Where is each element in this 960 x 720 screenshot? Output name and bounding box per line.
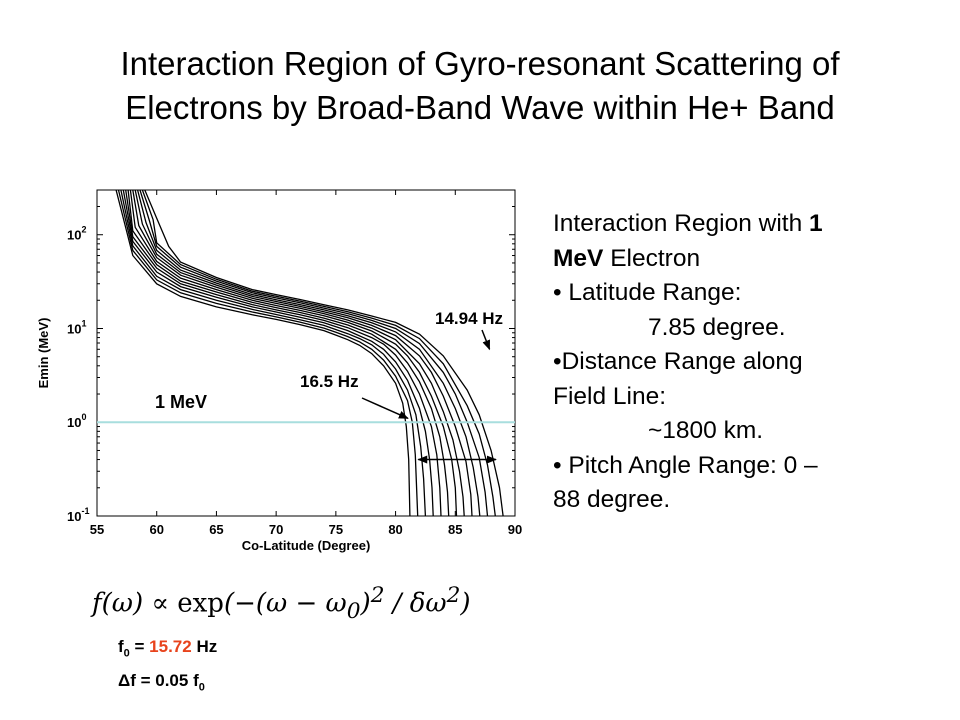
emin-curve-10 [136, 190, 481, 516]
emin-curve-2 [117, 190, 419, 516]
annotation-14-94hz: 14.94 Hz [435, 309, 503, 328]
bandwidth: Δf = 0.05 f0 [118, 671, 205, 694]
chart-annotations: 1 MeV 14.94 Hz 16.5 Hz [97, 309, 515, 464]
emin-curve-9 [134, 190, 473, 516]
emin-curve-8 [132, 190, 465, 516]
title-line-1: Interaction Region of Gyro-resonant Scat… [120, 45, 840, 82]
title-line-2: Electrons by Broad-Band Wave within He+ … [125, 89, 835, 126]
emin-curve-4 [122, 190, 434, 516]
x-tick-label: 65 [209, 522, 223, 537]
emin-curve-7 [129, 190, 458, 516]
plot-frame: 55 60 65 70 75 80 85 90 10-1 100 101 102 Co-Latitude… [36, 189, 522, 553]
interaction-summary: Interaction Region with 1 MeV Electron •… [553, 207, 923, 518]
y-tick-label: 100 [67, 412, 86, 430]
x-tick-label: 55 [90, 522, 104, 537]
y-axis-label: Emin (MeV) [36, 318, 51, 389]
annotation-arrow-14-94hz [481, 329, 491, 351]
center-frequency: f0 = 15.72 Hz [118, 637, 218, 660]
slide-title: Interaction Region of Gyro-resonant Scat… [0, 42, 960, 130]
x-tick-label: 90 [508, 522, 522, 537]
distance-range-value: ~1800 km. [648, 417, 764, 444]
y-tick-label: 102 [67, 225, 86, 243]
spectrum-formula: f(ω) ∝ exp(−(ω − ω0)2 / δω2) [92, 583, 471, 624]
emin-curve-11 [139, 190, 489, 516]
emin-curve-1 [115, 190, 411, 516]
emin-curve-3 [120, 190, 427, 516]
x-tick-label: 80 [388, 522, 402, 537]
emin-curve-12 [141, 190, 496, 516]
emin-curves [115, 190, 504, 516]
latitude-range-value: 7.85 degree. [648, 313, 786, 341]
annotation-arrow-16-5hz [361, 397, 409, 420]
x-tick-label: 85 [448, 522, 462, 537]
annotation-16-5hz: 16.5 Hz [300, 372, 359, 391]
x-tick-label: 60 [149, 522, 163, 537]
emin-curve-13 [144, 190, 504, 516]
pitch-angle-range: • Pitch Angle Range: 0 – [553, 451, 818, 479]
latitude-range-label: • Latitude Range: [553, 279, 742, 306]
one-mev-label: 1 MeV [155, 392, 207, 412]
plot-border [96, 189, 516, 517]
wave-parameters: f0 = 15.72 Hz Δf = 0.05 f0 [118, 633, 217, 702]
emin-curve-5 [125, 190, 442, 516]
summary-intro: Interaction Region with 1 [553, 210, 823, 237]
distance-range-label: •Distance Range along [553, 348, 803, 375]
y-tick-label: 101 [67, 318, 86, 336]
x-tick-label: 75 [329, 522, 343, 537]
x-tick-label: 70 [269, 522, 283, 537]
emin-curve-6 [127, 190, 450, 516]
x-axis-label: Co-Latitude (Degree) [242, 538, 371, 553]
y-tick-label: 10-1 [67, 506, 89, 524]
